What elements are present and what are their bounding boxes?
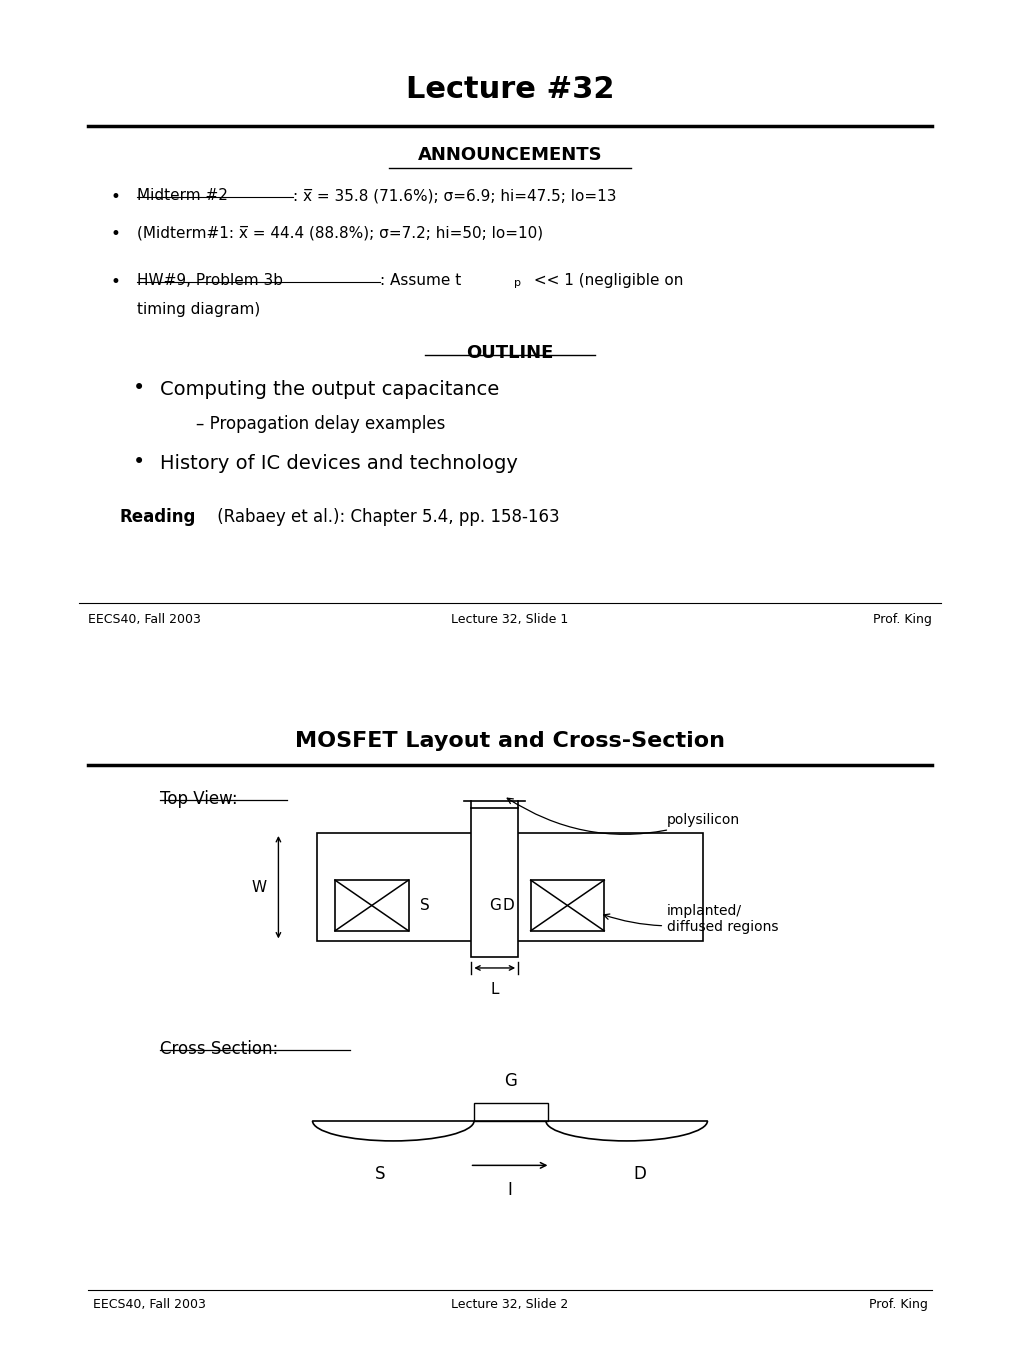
Text: •: •: [110, 273, 120, 291]
Text: : x̅ = 35.8 (71.6%); σ=6.9; hi=47.5; lo=13: : x̅ = 35.8 (71.6%); σ=6.9; hi=47.5; lo=…: [292, 188, 615, 203]
Text: MOSFET Layout and Cross-Section: MOSFET Layout and Cross-Section: [294, 730, 725, 751]
Text: timing diagram): timing diagram): [138, 302, 261, 317]
Text: S: S: [420, 898, 430, 913]
Bar: [474, 1103, 547, 1121]
Text: Cross Section:: Cross Section:: [160, 1040, 278, 1058]
Text: polysilicon: polysilicon: [506, 798, 740, 834]
Text: D: D: [633, 1166, 646, 1183]
Bar: [317, 834, 702, 941]
Text: Prof. King: Prof. King: [872, 613, 931, 626]
Text: (Rabaey et al.): Chapter 5.4, pp. 158-163: (Rabaey et al.): Chapter 5.4, pp. 158-16…: [212, 509, 559, 526]
Text: OUTLINE: OUTLINE: [466, 344, 553, 362]
Text: Midterm #2: Midterm #2: [138, 188, 228, 203]
Text: : Assume t: : Assume t: [379, 273, 461, 288]
Text: •: •: [110, 188, 120, 207]
Text: EECS40, Fall 2003: EECS40, Fall 2003: [88, 613, 201, 626]
Text: L: L: [490, 982, 498, 997]
Text: •: •: [110, 226, 120, 243]
Text: •: •: [132, 453, 145, 472]
Text: EECS40, Fall 2003: EECS40, Fall 2003: [93, 1299, 205, 1311]
Text: D: D: [502, 898, 514, 913]
Text: (Midterm#1: x̅ = 44.4 (88.8%); σ=7.2; hi=50; lo=10): (Midterm#1: x̅ = 44.4 (88.8%); σ=7.2; hi…: [138, 226, 543, 241]
Text: Prof. King: Prof. King: [867, 1299, 926, 1311]
Text: implanted/
diffused regions: implanted/ diffused regions: [603, 904, 777, 934]
Text: G: G: [488, 898, 500, 913]
Text: p: p: [514, 277, 520, 288]
Text: I: I: [507, 1182, 512, 1200]
Text: << 1 (negligible on: << 1 (negligible on: [528, 273, 683, 288]
Text: Lecture #32: Lecture #32: [406, 75, 613, 103]
Text: Lecture 32, Slide 2: Lecture 32, Slide 2: [451, 1299, 568, 1311]
Bar: [334, 880, 409, 930]
Text: Top View:: Top View:: [160, 790, 237, 808]
Text: Computing the output capacitance: Computing the output capacitance: [160, 379, 498, 398]
Text: – Propagation delay examples: – Propagation delay examples: [196, 415, 444, 434]
Text: G: G: [504, 1072, 517, 1089]
Text: ANNOUNCEMENTS: ANNOUNCEMENTS: [417, 146, 602, 165]
Text: Reading: Reading: [119, 509, 196, 526]
Bar: [471, 808, 518, 957]
Text: W: W: [251, 880, 266, 895]
Bar: [530, 880, 603, 930]
Text: S: S: [374, 1166, 385, 1183]
Text: HW#9, Problem 3b: HW#9, Problem 3b: [138, 273, 283, 288]
Text: Lecture 32, Slide 1: Lecture 32, Slide 1: [451, 613, 568, 626]
Text: History of IC devices and technology: History of IC devices and technology: [160, 454, 518, 473]
Text: •: •: [132, 378, 145, 398]
